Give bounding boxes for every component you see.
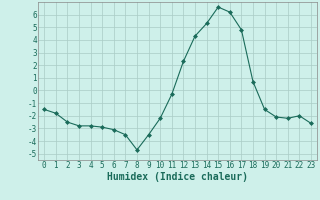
X-axis label: Humidex (Indice chaleur): Humidex (Indice chaleur) — [107, 172, 248, 182]
